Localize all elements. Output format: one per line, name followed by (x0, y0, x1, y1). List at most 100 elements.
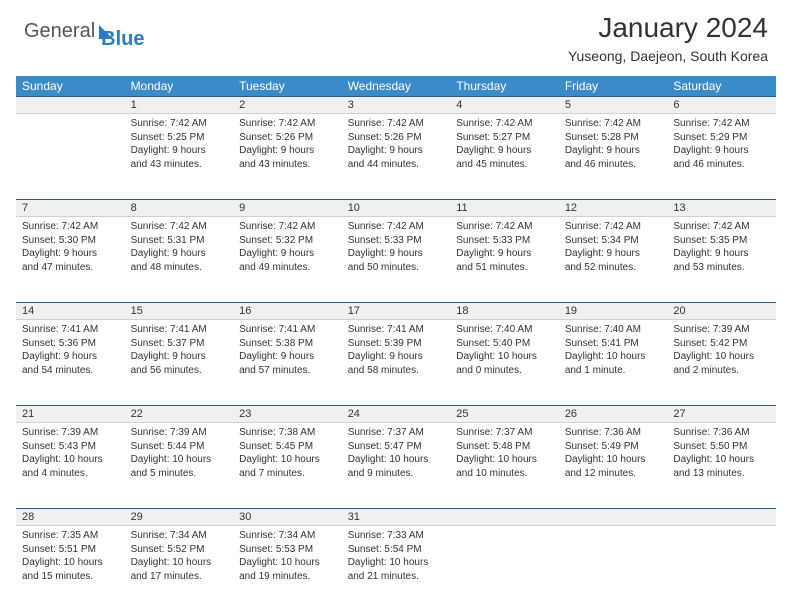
daylight-text: Daylight: 9 hours (673, 247, 770, 261)
day-cell: Sunrise: 7:42 AMSunset: 5:33 PMDaylight:… (342, 217, 451, 303)
day-cell: Sunrise: 7:38 AMSunset: 5:45 PMDaylight:… (233, 423, 342, 509)
day-number: 1 (125, 97, 234, 114)
sunrise-text: Sunrise: 7:42 AM (239, 117, 336, 131)
day-number: 14 (16, 303, 125, 320)
sunrise-text: Sunrise: 7:41 AM (131, 323, 228, 337)
day-cell: Sunrise: 7:40 AMSunset: 5:41 PMDaylight:… (559, 320, 668, 406)
day-number: 23 (233, 406, 342, 423)
day-cell: Sunrise: 7:36 AMSunset: 5:50 PMDaylight:… (667, 423, 776, 509)
sunset-text: Sunset: 5:44 PM (131, 440, 228, 454)
daylight-text: Daylight: 9 hours (22, 350, 119, 364)
daylight-text: Daylight: 9 hours (131, 247, 228, 261)
weekday-header: Friday (559, 76, 668, 97)
location-subtitle: Yuseong, Daejeon, South Korea (568, 48, 768, 64)
daylight-text: and 57 minutes. (239, 364, 336, 378)
daylight-text: Daylight: 10 hours (673, 453, 770, 467)
daylight-text: Daylight: 10 hours (131, 556, 228, 570)
sunset-text: Sunset: 5:49 PM (565, 440, 662, 454)
day-cell: Sunrise: 7:34 AMSunset: 5:52 PMDaylight:… (125, 526, 234, 612)
day-cell: Sunrise: 7:35 AMSunset: 5:51 PMDaylight:… (16, 526, 125, 612)
sunset-text: Sunset: 5:34 PM (565, 234, 662, 248)
content-row: Sunrise: 7:41 AMSunset: 5:36 PMDaylight:… (16, 320, 776, 406)
sunset-text: Sunset: 5:26 PM (239, 131, 336, 145)
day-cell: Sunrise: 7:37 AMSunset: 5:47 PMDaylight:… (342, 423, 451, 509)
calendar-table: Sunday Monday Tuesday Wednesday Thursday… (16, 76, 776, 612)
day-number: 16 (233, 303, 342, 320)
daylight-text: and 15 minutes. (22, 570, 119, 584)
sunset-text: Sunset: 5:36 PM (22, 337, 119, 351)
day-cell: Sunrise: 7:42 AMSunset: 5:26 PMDaylight:… (233, 114, 342, 200)
daylight-text: and 54 minutes. (22, 364, 119, 378)
daylight-text: and 43 minutes. (239, 158, 336, 172)
daylight-text: Daylight: 10 hours (22, 453, 119, 467)
day-number: 18 (450, 303, 559, 320)
day-cell: Sunrise: 7:41 AMSunset: 5:39 PMDaylight:… (342, 320, 451, 406)
sunrise-text: Sunrise: 7:41 AM (239, 323, 336, 337)
content-row: Sunrise: 7:39 AMSunset: 5:43 PMDaylight:… (16, 423, 776, 509)
daylight-text: and 2 minutes. (673, 364, 770, 378)
day-cell: Sunrise: 7:39 AMSunset: 5:43 PMDaylight:… (16, 423, 125, 509)
sunset-text: Sunset: 5:27 PM (456, 131, 553, 145)
sunrise-text: Sunrise: 7:42 AM (348, 220, 445, 234)
weekday-header: Sunday (16, 76, 125, 97)
day-number: 25 (450, 406, 559, 423)
daylight-text: Daylight: 9 hours (131, 144, 228, 158)
daylight-text: Daylight: 10 hours (565, 453, 662, 467)
sunset-text: Sunset: 5:33 PM (348, 234, 445, 248)
day-cell (559, 526, 668, 612)
day-number: 22 (125, 406, 234, 423)
daylight-text: and 7 minutes. (239, 467, 336, 481)
weekday-header: Wednesday (342, 76, 451, 97)
sunrise-text: Sunrise: 7:35 AM (22, 529, 119, 543)
day-cell: Sunrise: 7:33 AMSunset: 5:54 PMDaylight:… (342, 526, 451, 612)
sunset-text: Sunset: 5:39 PM (348, 337, 445, 351)
day-cell (450, 526, 559, 612)
sunset-text: Sunset: 5:42 PM (673, 337, 770, 351)
daylight-text: and 21 minutes. (348, 570, 445, 584)
daylight-text: and 44 minutes. (348, 158, 445, 172)
daylight-text: and 56 minutes. (131, 364, 228, 378)
sunrise-text: Sunrise: 7:36 AM (673, 426, 770, 440)
sunset-text: Sunset: 5:30 PM (22, 234, 119, 248)
sunrise-text: Sunrise: 7:33 AM (348, 529, 445, 543)
day-cell: Sunrise: 7:42 AMSunset: 5:34 PMDaylight:… (559, 217, 668, 303)
daylight-text: Daylight: 9 hours (673, 144, 770, 158)
daylight-text: Daylight: 9 hours (348, 144, 445, 158)
daylight-text: and 46 minutes. (673, 158, 770, 172)
daylight-text: Daylight: 9 hours (565, 144, 662, 158)
day-number: 24 (342, 406, 451, 423)
daylight-text: Daylight: 9 hours (348, 247, 445, 261)
sunrise-text: Sunrise: 7:37 AM (456, 426, 553, 440)
sunrise-text: Sunrise: 7:39 AM (131, 426, 228, 440)
day-number: 3 (342, 97, 451, 114)
day-number: 13 (667, 200, 776, 217)
day-number: 6 (667, 97, 776, 114)
daylight-text: and 10 minutes. (456, 467, 553, 481)
daylight-text: and 46 minutes. (565, 158, 662, 172)
daylight-text: Daylight: 9 hours (239, 350, 336, 364)
daylight-text: Daylight: 9 hours (239, 144, 336, 158)
sunset-text: Sunset: 5:51 PM (22, 543, 119, 557)
page-title: January 2024 (568, 12, 768, 44)
sunset-text: Sunset: 5:29 PM (673, 131, 770, 145)
day-cell: Sunrise: 7:42 AMSunset: 5:30 PMDaylight:… (16, 217, 125, 303)
daylight-text: Daylight: 10 hours (673, 350, 770, 364)
daynum-row: 123456 (16, 97, 776, 114)
day-number: 4 (450, 97, 559, 114)
day-cell (16, 114, 125, 200)
day-cell: Sunrise: 7:42 AMSunset: 5:31 PMDaylight:… (125, 217, 234, 303)
daylight-text: and 51 minutes. (456, 261, 553, 275)
day-cell: Sunrise: 7:40 AMSunset: 5:40 PMDaylight:… (450, 320, 559, 406)
sunset-text: Sunset: 5:53 PM (239, 543, 336, 557)
day-cell: Sunrise: 7:37 AMSunset: 5:48 PMDaylight:… (450, 423, 559, 509)
daylight-text: Daylight: 9 hours (131, 350, 228, 364)
daylight-text: and 48 minutes. (131, 261, 228, 275)
sunrise-text: Sunrise: 7:34 AM (239, 529, 336, 543)
daylight-text: Daylight: 9 hours (22, 247, 119, 261)
daylight-text: Daylight: 9 hours (456, 247, 553, 261)
sunrise-text: Sunrise: 7:42 AM (348, 117, 445, 131)
day-number (559, 509, 668, 526)
day-cell: Sunrise: 7:42 AMSunset: 5:27 PMDaylight:… (450, 114, 559, 200)
sunrise-text: Sunrise: 7:42 AM (565, 117, 662, 131)
sunrise-text: Sunrise: 7:42 AM (456, 117, 553, 131)
